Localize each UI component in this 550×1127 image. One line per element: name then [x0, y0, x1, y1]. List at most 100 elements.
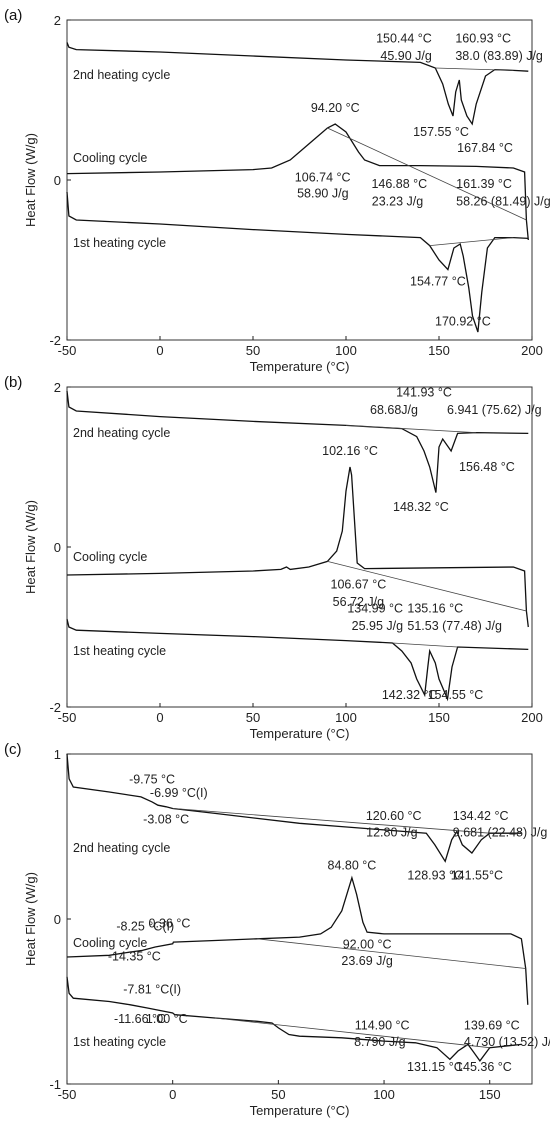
- annotation-label: 139.69 °C: [464, 1019, 520, 1033]
- dsc-panel-b: (b) -50 0 50 100 150 200 2 0 -2 Temperature (°C) He…: [4, 374, 543, 741]
- x-tick-label: -50: [58, 343, 77, 358]
- annotation-label: 154.77 °C: [410, 275, 466, 289]
- series-line-cooling-cycle: [66, 875, 529, 1005]
- annotation-label: -8.25 °C(I): [116, 920, 174, 934]
- y-tick-label: 1: [54, 747, 61, 762]
- series-baseline: [392, 642, 458, 648]
- y-tick-label: 0: [54, 912, 61, 927]
- annotation-label: 0.36 °C: [149, 916, 191, 930]
- annotation-label: 23.69 J/g: [341, 954, 392, 968]
- annotation-label: 134.99 °C: [347, 602, 403, 616]
- panel-label: (b): [4, 374, 22, 391]
- annotation-label: -14.35 °C: [108, 949, 161, 963]
- dsc-panel-c: (c) -50 0 50 100 150 1 0 -1 Temperature (°C) Heat …: [4, 741, 550, 1118]
- annotation-label: 51.53 (77.48) J/g: [407, 619, 502, 633]
- series-label: 1st heating cycle: [73, 1035, 166, 1049]
- series-baseline: [257, 938, 526, 969]
- annotation-label: 141.93 °C: [396, 386, 452, 400]
- annotation-label: 12.80 J/g: [366, 826, 417, 840]
- annotation-label: 56.72 J/g: [333, 595, 384, 609]
- annotation-label: 134.42 °C: [453, 809, 509, 823]
- series-label: Cooling cycle: [73, 550, 147, 564]
- x-tick-label: 50: [271, 1087, 285, 1102]
- y-tick-label: -1: [49, 1077, 61, 1092]
- x-tick-label: 100: [335, 710, 357, 725]
- x-axis-label: Temperature (°C): [250, 1103, 350, 1118]
- annotation-label: 135.16 °C: [407, 602, 463, 616]
- y-tick-label: 2: [54, 13, 61, 28]
- annotation-label: 167.84 °C: [457, 141, 513, 155]
- series-line-1st-heating-cycle: [66, 618, 529, 702]
- annotation-label: 106.74 °C: [295, 171, 351, 185]
- x-tick-label: 0: [169, 1087, 176, 1102]
- annotation-label: 23.23 J/g: [372, 195, 423, 209]
- y-tick-label: -2: [49, 700, 61, 715]
- x-tick-label: 100: [373, 1087, 395, 1102]
- y-axis-label: Heat Flow (W/g): [23, 133, 38, 227]
- annotation-label: 146.88 °C: [371, 177, 427, 191]
- x-tick-label: 0: [156, 343, 163, 358]
- annotation-label: 156.48 °C: [459, 460, 515, 474]
- panel-label: (a): [4, 7, 22, 24]
- annotation-label: 160.93 °C: [455, 31, 511, 45]
- series-baseline: [214, 1017, 490, 1049]
- annotation-label: 106.67 °C: [331, 578, 387, 592]
- annotation-label: 142.32 °C: [382, 688, 438, 702]
- annotation-label: 94.20 °C: [311, 101, 360, 115]
- x-tick-label: 150: [479, 1087, 501, 1102]
- annotation-label: 1.00 °C: [146, 1012, 188, 1026]
- annotation-label: 84.80 °C: [328, 859, 377, 873]
- x-tick-label: -50: [58, 710, 77, 725]
- series-baseline: [435, 67, 514, 71]
- x-tick-label: 200: [521, 343, 543, 358]
- annotation-label: 68.68J/g: [370, 403, 418, 417]
- y-tick-label: 2: [54, 380, 61, 395]
- annotation-label: 6.941 (75.62) J/g: [447, 403, 542, 417]
- y-axis-label: Heat Flow (W/g): [23, 500, 38, 594]
- y-axis-label: Heat Flow (W/g): [23, 872, 38, 966]
- annotation-label: 154.55 °C: [428, 688, 484, 702]
- annotation-label: 9.681 (22.48) J/g: [453, 826, 548, 840]
- annotation-label: 148.32 °C: [393, 500, 449, 514]
- series-baseline: [429, 237, 514, 246]
- annotation-label: -11.66 °C: [114, 1012, 166, 1026]
- x-tick-label: 100: [335, 343, 357, 358]
- annotation-label: 128.93 °C: [407, 868, 463, 882]
- annotation-label: 38.0 (83.89) J/g: [455, 49, 543, 63]
- annotation-label: 150.44 °C: [376, 31, 432, 45]
- annotation-label: 8.790 J/g: [354, 1035, 405, 1049]
- series-label: 1st heating cycle: [73, 644, 166, 658]
- annotation-label: 114.90 °C: [355, 1019, 410, 1033]
- series-baseline: [172, 808, 490, 834]
- panel-label: (c): [4, 741, 22, 758]
- annotation-label: 131.15 °C: [407, 1060, 463, 1074]
- series-line-cooling-cycle: [66, 123, 529, 241]
- annotation-label: -9.75 °C: [129, 773, 175, 787]
- annotation-label: 141.55°C: [451, 868, 503, 882]
- series-baseline: [327, 127, 527, 221]
- x-tick-label: 200: [521, 710, 543, 725]
- series-line-2nd-heating-cycle: [66, 390, 529, 493]
- annotation-label: 170.92 °C: [435, 315, 491, 329]
- series-label: 2nd heating cycle: [73, 426, 170, 440]
- annotation-label: 45.90 J/g: [380, 49, 431, 63]
- series-label: Cooling cycle: [73, 151, 147, 165]
- y-tick-label: 0: [54, 540, 61, 555]
- annotation-label: 25.95 J/g: [352, 619, 403, 633]
- series-line-cooling-cycle: [66, 466, 529, 628]
- annotation-label: 92.00 °C: [343, 938, 392, 952]
- series-label: Cooling cycle: [73, 936, 147, 950]
- series-line-2nd-heating-cycle: [66, 42, 529, 126]
- annotation-label: 4.730 (13.52) J/g: [464, 1035, 550, 1049]
- y-tick-label: 0: [54, 173, 61, 188]
- y-tick-label: -2: [49, 333, 61, 348]
- annotation-label: -7.81 °C(I): [123, 982, 181, 996]
- dsc-panel-a: (a) -50 0 50 100 150 200 2 0 -2 Temperature (°C) He…: [4, 7, 550, 374]
- series-line-1st-heating-cycle: [66, 191, 529, 333]
- annotation-label: 157.55 °C: [413, 125, 469, 139]
- x-tick-label: 50: [246, 710, 260, 725]
- annotation-label: 58.90 J/g: [297, 187, 348, 201]
- annotation-label: 161.39 °C: [456, 177, 512, 191]
- series-label: 1st heating cycle: [73, 236, 166, 250]
